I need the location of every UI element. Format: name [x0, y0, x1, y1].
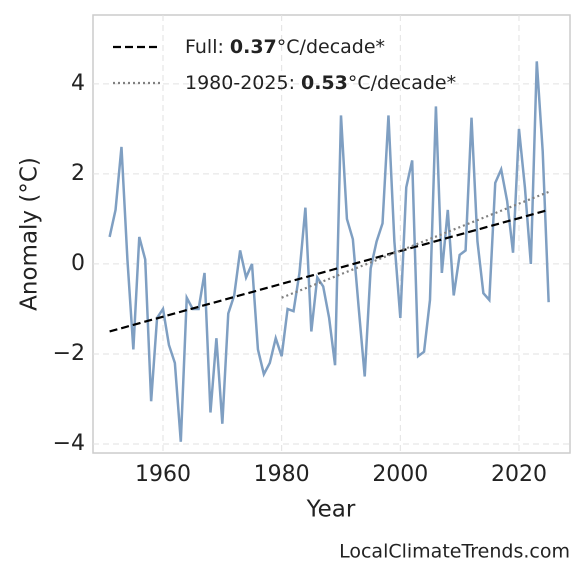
y-tick-label: 4 — [71, 71, 85, 96]
legend-rate: 0.37 — [230, 36, 277, 58]
legend-rate: 0.53 — [301, 72, 348, 94]
trend-line — [109, 208, 549, 333]
legend-suffix: °C/decade* — [277, 36, 385, 58]
source: LocalClimateTrends.com — [339, 541, 570, 563]
legend-label: 1980-2025: 0.53°C/decade* — [185, 72, 456, 94]
x-axis-label: Year — [306, 497, 356, 523]
legend-suffix: °C/decade* — [348, 72, 456, 94]
y-tick-label: −4 — [53, 431, 85, 456]
legend-label: Full: 0.37°C/decade* — [185, 36, 385, 58]
x-tick-label: 1980 — [254, 462, 310, 487]
data-line — [108, 61, 550, 442]
y-tick-label: −2 — [53, 341, 85, 366]
x-tick-label: 2020 — [491, 462, 547, 487]
plot-frame — [92, 14, 571, 454]
x-tick-label: 2000 — [372, 462, 428, 487]
y-tick-label: 0 — [71, 251, 85, 276]
legend-prefix: 1980-2025: — [185, 72, 295, 94]
y-tick-label: 2 — [71, 161, 85, 186]
y-axis-label: Anomaly (°C) — [17, 157, 43, 311]
legend-prefix: Full: — [185, 36, 224, 58]
x-tick-label: 1960 — [135, 462, 191, 487]
